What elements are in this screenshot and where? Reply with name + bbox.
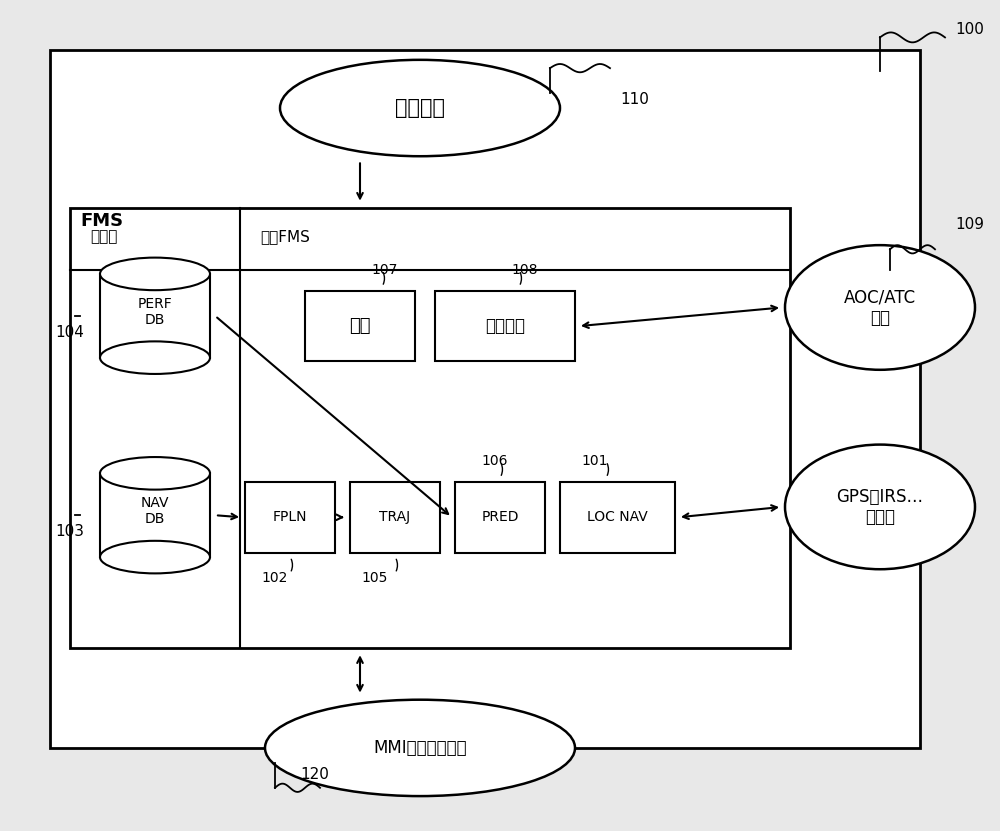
Text: 105: 105 [362,571,388,584]
Text: LOC NAV: LOC NAV [587,510,648,524]
Text: 数据链路: 数据链路 [485,317,525,335]
Text: 108: 108 [512,263,538,277]
Ellipse shape [100,258,210,290]
Text: 106: 106 [482,455,508,468]
Ellipse shape [100,457,210,489]
Text: GPS、IRS…
传感器: GPS、IRS… 传感器 [836,488,924,526]
Text: 100: 100 [955,22,984,37]
Text: FMS: FMS [80,212,123,230]
Ellipse shape [100,541,210,573]
Text: 110: 110 [620,92,649,107]
Text: 功能FMS: 功能FMS [260,229,310,244]
FancyBboxPatch shape [435,291,575,361]
Ellipse shape [785,245,975,370]
Text: PERF
DB: PERF DB [138,297,172,327]
Text: AOC/ATC
中心: AOC/ATC 中心 [844,288,916,327]
FancyBboxPatch shape [455,482,545,553]
Text: 102: 102 [262,571,288,584]
Ellipse shape [785,445,975,569]
Text: 104: 104 [55,325,84,340]
FancyBboxPatch shape [305,291,415,361]
Text: 109: 109 [955,217,984,232]
FancyBboxPatch shape [245,482,335,553]
Ellipse shape [265,700,575,796]
Text: 自动驾驶: 自动驾驶 [395,98,445,118]
FancyBboxPatch shape [50,50,920,748]
Ellipse shape [100,342,210,374]
Text: 107: 107 [372,263,398,277]
Text: 120: 120 [300,767,329,782]
FancyBboxPatch shape [70,208,790,648]
Text: MMI：屏幕、键盘: MMI：屏幕、键盘 [373,739,467,757]
FancyBboxPatch shape [560,482,675,553]
Text: TRAJ: TRAJ [379,510,411,524]
Bar [100,274,210,357]
Text: 数据库: 数据库 [90,229,117,244]
Text: FPLN: FPLN [273,510,307,524]
Bar [100,474,210,557]
FancyBboxPatch shape [350,482,440,553]
Text: 引导: 引导 [349,317,371,335]
Text: PRED: PRED [481,510,519,524]
Text: NAV
DB: NAV DB [141,496,169,526]
Ellipse shape [280,60,560,156]
Text: 103: 103 [55,524,84,539]
Text: 101: 101 [582,455,608,468]
